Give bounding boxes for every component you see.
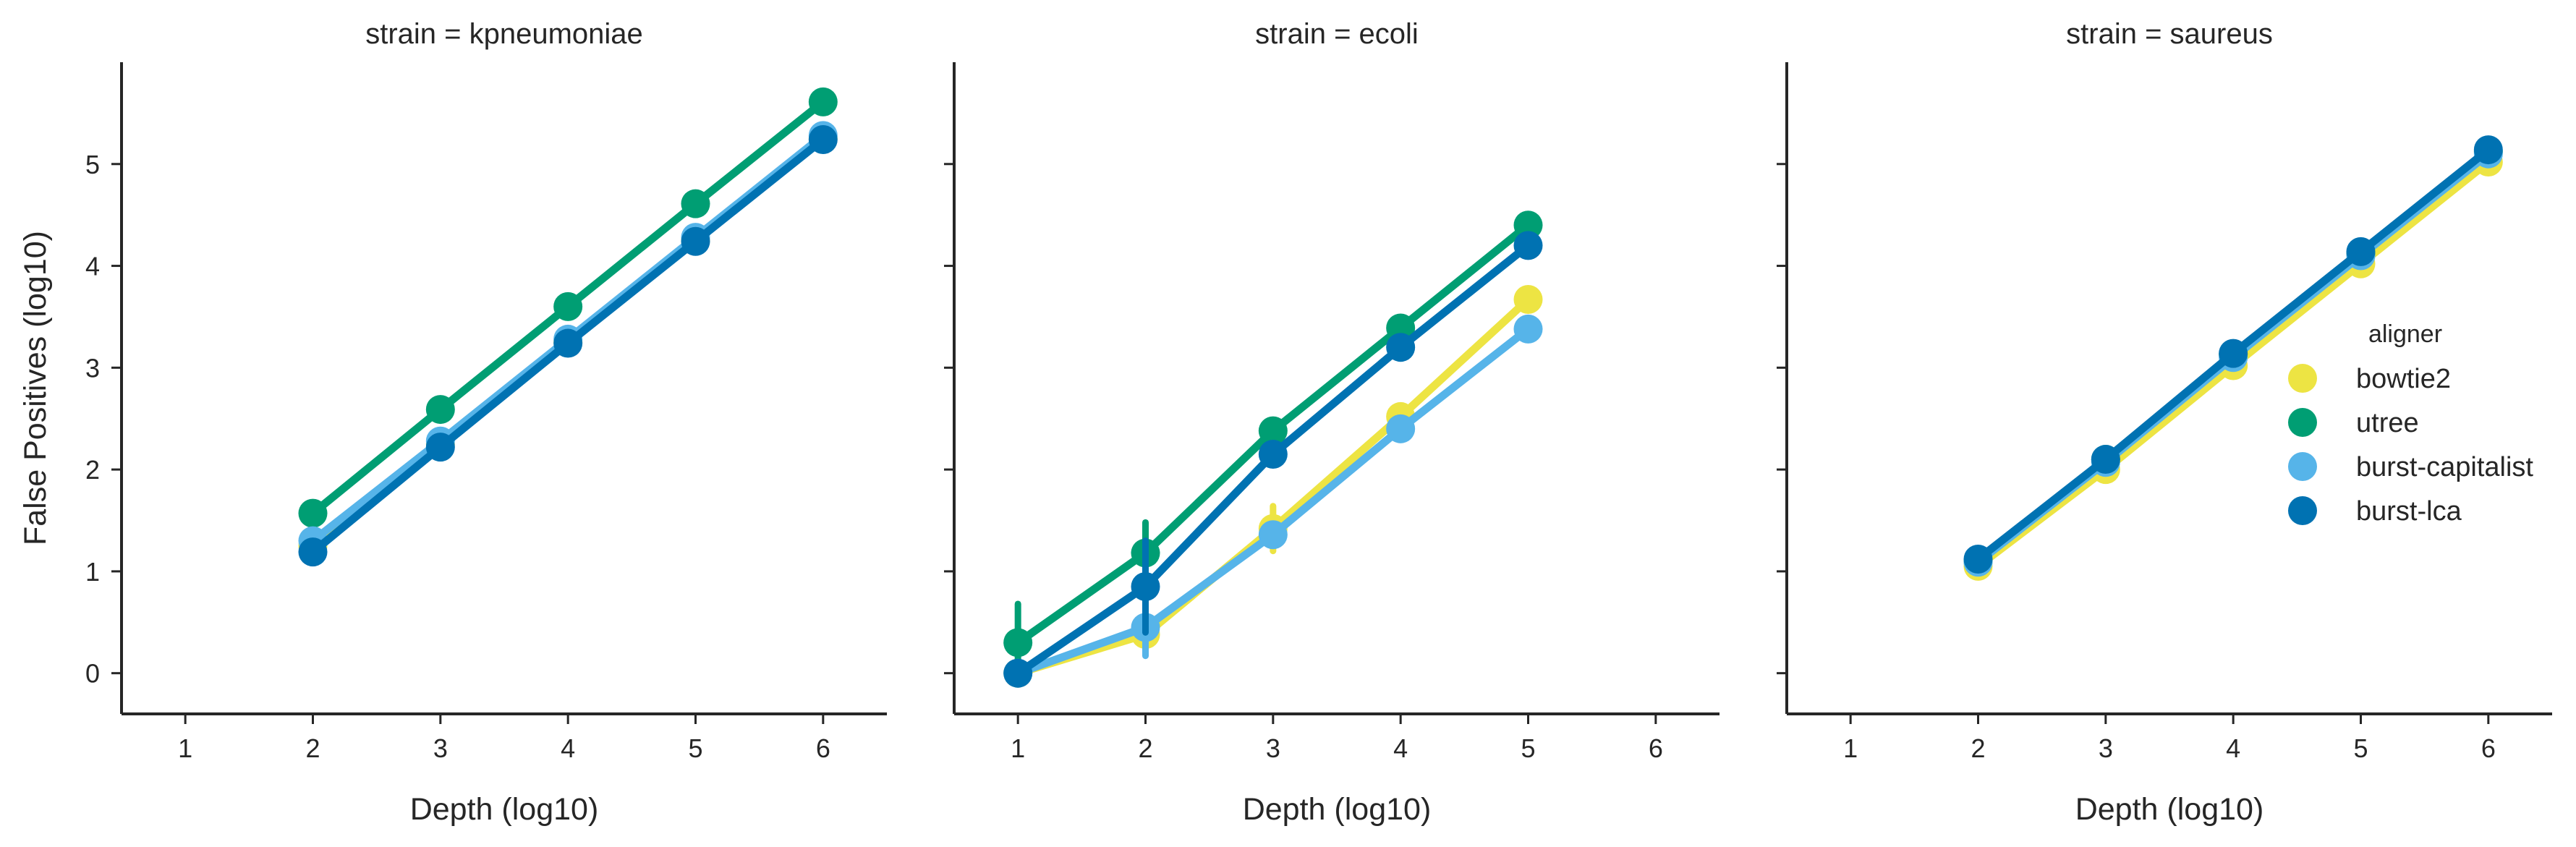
x-tick-label: 4 <box>561 733 575 763</box>
data-point <box>425 395 455 425</box>
x-tick-label: 1 <box>1011 733 1025 763</box>
y-axis-label: False Positives (log10) <box>18 231 53 545</box>
legend-marker <box>2288 452 2317 481</box>
data-point <box>2219 339 2248 368</box>
series-utree <box>298 87 838 528</box>
data-point <box>681 189 710 218</box>
legend-marker <box>2288 364 2317 393</box>
x-tick-label: 6 <box>1649 733 1663 763</box>
x-tick-label: 5 <box>688 733 702 763</box>
legend-label: burst-lca <box>2356 496 2462 527</box>
facet-panel-2: strain = ecoli 1 2 3 4 5 6 Depth (log10) <box>944 18 1720 827</box>
data-point <box>2091 445 2120 474</box>
x-tick-label: 2 <box>1971 733 1985 763</box>
data-point <box>298 498 328 528</box>
x-tick-label: 5 <box>1521 733 1535 763</box>
facet-panel-3: strain = saureus 1 2 3 4 5 6 Depth (log10) <box>1777 18 2552 827</box>
legend-label: utree <box>2356 408 2419 438</box>
legend: aligner bowtie2 utree burst-capitalist burst… <box>2288 320 2533 527</box>
data-point <box>425 433 455 462</box>
data-point <box>2346 237 2376 266</box>
facet-panel-1: strain = kpneumoniae 1 2 3 4 5 6 0 1 2 3 4 5 Depth (l… <box>18 18 887 827</box>
data-point <box>1513 314 1543 344</box>
legend-label: burst-capitalist <box>2356 452 2533 482</box>
x-tick-label: 6 <box>2481 733 2496 763</box>
x-tick-label: 2 <box>305 733 320 763</box>
x-tick-label: 2 <box>1138 733 1152 763</box>
x-axis-label: Depth (log10) <box>410 792 599 827</box>
data-point <box>1003 628 1033 657</box>
data-point <box>808 87 838 116</box>
x-tick-label: 1 <box>178 733 192 763</box>
legend-label: bowtie2 <box>2356 364 2451 394</box>
y-tick-label: 1 <box>85 557 100 587</box>
data-point <box>681 226 710 256</box>
x-tick-label: 6 <box>816 733 830 763</box>
legend-title: aligner <box>2368 320 2442 348</box>
data-point <box>1513 210 1543 240</box>
panel-title: strain = ecoli <box>1255 18 1419 50</box>
x-axis-label: Depth (log10) <box>1243 792 1432 827</box>
y-tick-label: 4 <box>85 252 100 281</box>
y-tick-label: 0 <box>85 659 100 689</box>
data-point <box>1513 285 1543 315</box>
data-point <box>1963 545 1993 574</box>
series-burst-lca <box>298 124 838 567</box>
x-tick-label: 4 <box>2226 733 2240 763</box>
data-point <box>1513 231 1543 260</box>
series-burst-lca <box>1003 231 1543 688</box>
y-tick-label: 5 <box>85 150 100 179</box>
x-tick-label: 3 <box>2099 733 2113 763</box>
data-point <box>1258 416 1288 446</box>
legend-marker <box>2288 496 2317 525</box>
x-tick-label: 5 <box>2353 733 2368 763</box>
data-point <box>1131 572 1160 602</box>
x-tick-label: 3 <box>1266 733 1280 763</box>
x-tick-label: 1 <box>1843 733 1858 763</box>
data-point <box>1386 333 1416 362</box>
x-tick-label: 4 <box>1393 733 1408 763</box>
legend-marker <box>2288 408 2317 437</box>
data-point <box>1003 658 1033 688</box>
data-point <box>553 291 583 321</box>
x-axis-label: Depth (log10) <box>2075 792 2264 827</box>
y-tick-label: 3 <box>85 353 100 383</box>
data-point <box>2473 135 2503 165</box>
y-tick-label: 2 <box>85 455 100 485</box>
data-point <box>808 124 838 154</box>
data-point <box>298 537 328 567</box>
data-point <box>553 328 583 358</box>
data-point <box>1258 520 1288 550</box>
series-burst-lca <box>1963 135 2503 574</box>
panel-title: strain = kpneumoniae <box>365 18 643 50</box>
data-point <box>1258 440 1288 469</box>
panel-title: strain = saureus <box>2066 18 2273 50</box>
data-point <box>1386 414 1416 443</box>
x-tick-label: 3 <box>433 733 448 763</box>
